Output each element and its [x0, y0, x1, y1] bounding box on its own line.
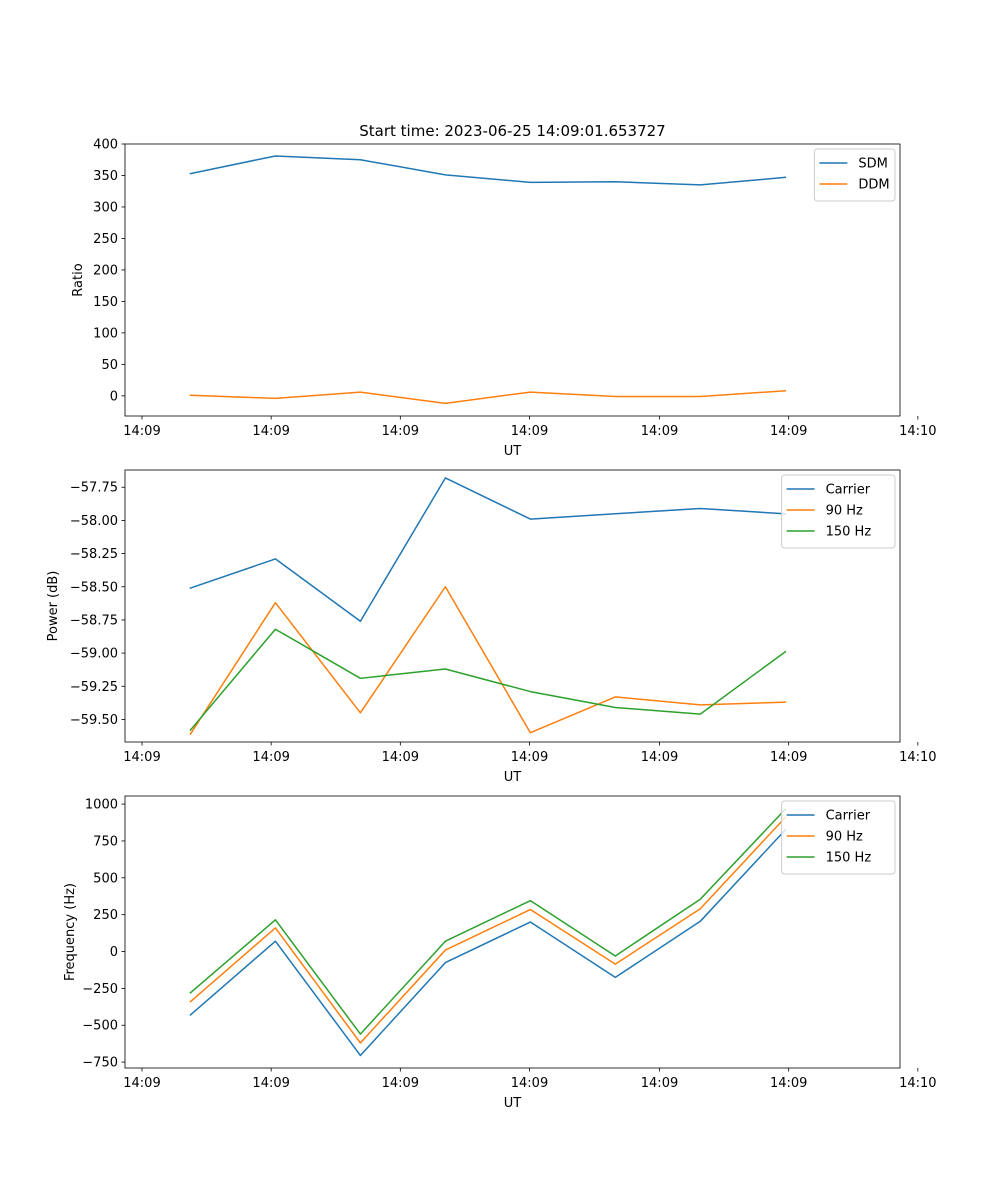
x-tick-label: 14:09: [511, 750, 548, 765]
axes-frame: [124, 143, 901, 417]
legend: Carrier 90 Hz 150 Hz: [781, 474, 896, 549]
axes-frame: [124, 795, 901, 1069]
y-tick-label: 150: [93, 295, 118, 310]
y-tick-label: 500: [93, 871, 118, 886]
legend-label: 90 Hz: [826, 504, 863, 519]
y-tick-label: 50: [101, 358, 118, 373]
subplot-3: 14:09 14:09 14:09 14:09 14:09 14:09 14:10 −750 −…: [63, 795, 937, 1111]
y-axis-label: Power (dB): [46, 571, 61, 642]
x-tick-label: 14:09: [641, 750, 678, 765]
y-tick-label: 0: [110, 389, 118, 404]
y-tick-label: −59.00: [70, 647, 118, 662]
legend-label: 150 Hz: [826, 851, 872, 866]
legend-box: [781, 474, 896, 549]
y-tick-label: −58.50: [70, 580, 118, 595]
x-tick-label: 14:09: [252, 1076, 289, 1091]
x-tick-label: 14:10: [899, 1076, 936, 1091]
y-tick-label: 200: [93, 263, 118, 278]
series-line-sdm: [189, 155, 787, 186]
x-tick-label: 14:09: [252, 424, 289, 439]
y-tick-label: −750: [82, 1056, 118, 1071]
y-axis-label: Frequency (Hz): [63, 883, 78, 981]
x-tick-label: 14:09: [123, 424, 160, 439]
x-axis-label: UT: [504, 444, 522, 459]
series-line-90-hz: [189, 586, 787, 736]
series-line-90-hz: [189, 816, 787, 1044]
y-tick-label: 350: [93, 169, 118, 184]
legend: SDM DDM: [813, 148, 896, 202]
legend-box: [813, 148, 896, 202]
x-axis-label: UT: [504, 1096, 522, 1111]
plots: 14:09 14:09 14:09 14:09 14:09 14:09 14:10 0 50 10…: [46, 138, 936, 1112]
legend-label: 150 Hz: [826, 525, 872, 540]
y-tick-label: −59.25: [70, 680, 118, 695]
x-tick-label: 14:09: [641, 1076, 678, 1091]
legend-label: 90 Hz: [826, 830, 863, 845]
x-tick-label: 14:09: [123, 750, 160, 765]
x-tick-label: 14:10: [899, 750, 936, 765]
series-line-150-hz: [189, 808, 787, 1035]
x-tick-label: 14:09: [770, 750, 807, 765]
y-tick-label: −57.75: [70, 481, 118, 496]
x-tick-label: 14:09: [382, 424, 419, 439]
legend: Carrier 90 Hz 150 Hz: [781, 800, 896, 875]
y-tick-label: 300: [93, 200, 118, 215]
y-tick-label: 100: [93, 326, 118, 341]
x-tick-label: 14:09: [511, 424, 548, 439]
x-tick-label: 14:09: [770, 424, 807, 439]
y-tick-label: 0: [110, 945, 118, 960]
legend-label: DDM: [858, 178, 889, 193]
series-line-ddm: [189, 390, 787, 405]
legend-label: Carrier: [826, 809, 871, 824]
y-tick-label: 250: [93, 232, 118, 247]
legend-label: Carrier: [826, 483, 871, 498]
x-tick-label: 14:09: [382, 750, 419, 765]
y-tick-label: −58.75: [70, 613, 118, 628]
y-axis-label: Ratio: [71, 263, 86, 296]
chart-title: Start time: 2023-06-25 14:09:01.653727: [359, 122, 665, 140]
y-tick-label: −59.50: [70, 713, 118, 728]
subplot-2: 14:09 14:09 14:09 14:09 14:09 14:09 14:10 −59.5…: [46, 469, 937, 785]
x-axis-label: UT: [504, 770, 522, 785]
y-tick-label: 750: [93, 834, 118, 849]
y-tick-label: 1000: [85, 798, 118, 813]
series-line-carrier: [189, 477, 787, 623]
x-tick-label: 14:10: [899, 424, 936, 439]
y-tick-label: −58.25: [70, 547, 118, 562]
legend-label: SDM: [858, 157, 887, 172]
x-tick-label: 14:09: [382, 1076, 419, 1091]
x-tick-label: 14:09: [252, 750, 289, 765]
x-tick-label: 14:09: [123, 1076, 160, 1091]
y-tick-label: −500: [82, 1019, 118, 1034]
y-tick-label: 250: [93, 908, 118, 923]
series-line-150-hz: [189, 628, 787, 732]
legend-box: [781, 800, 896, 875]
x-tick-label: 14:09: [641, 424, 678, 439]
axes-frame: [124, 469, 901, 743]
series-line-carrier: [189, 828, 787, 1057]
subplot-1: 14:09 14:09 14:09 14:09 14:09 14:09 14:10 0 50 10…: [71, 138, 936, 460]
y-tick-label: 400: [93, 138, 118, 153]
x-tick-label: 14:09: [770, 1076, 807, 1091]
y-tick-label: −250: [82, 982, 118, 997]
y-tick-label: −58.00: [70, 514, 118, 529]
x-tick-label: 14:09: [511, 1076, 548, 1091]
